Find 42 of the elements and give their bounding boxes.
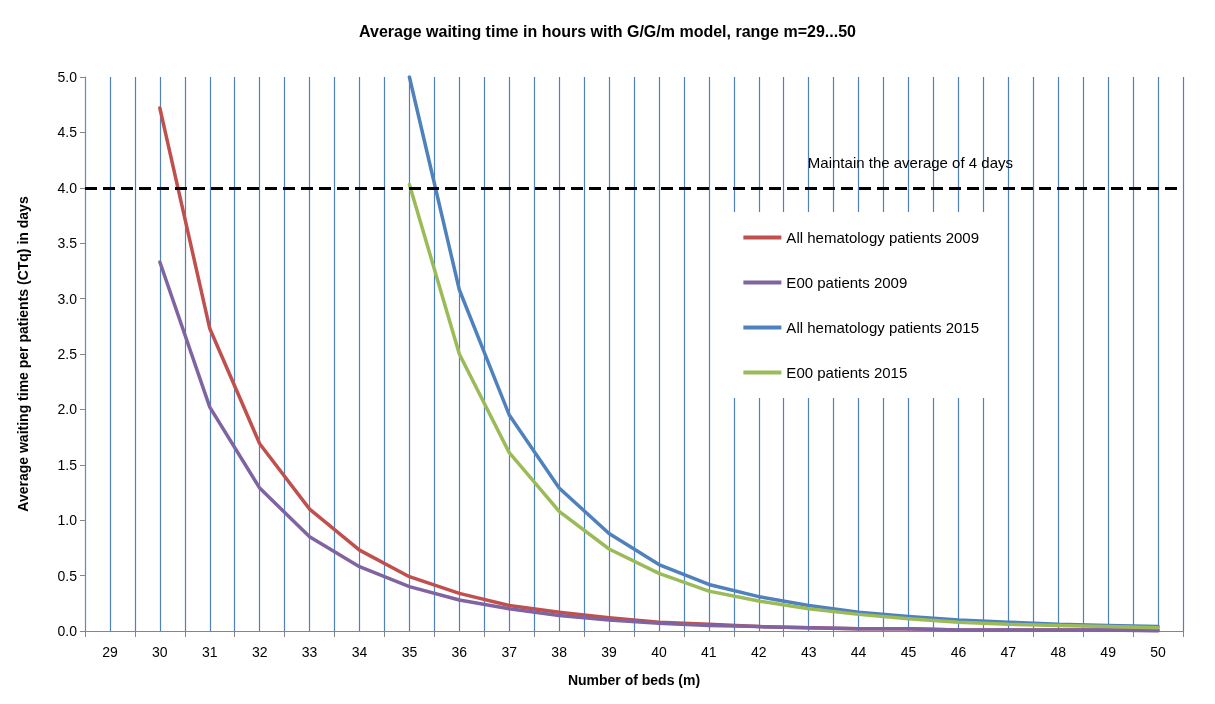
- x-tick-label: 32: [251, 644, 268, 660]
- x-tick-label: 47: [1000, 644, 1017, 660]
- x-tick-label: 36: [451, 644, 468, 660]
- y-tick-label: 0.5: [57, 567, 78, 584]
- x-tick-label: 40: [651, 644, 667, 660]
- line-series: [158, 260, 1160, 633]
- x-tick-label: 35: [401, 644, 418, 660]
- x-tick-label: 45: [900, 644, 917, 660]
- y-tick-label: 4.0: [57, 179, 78, 196]
- y-axis-title: Average waiting time per patients (CTq) in days: [15, 196, 31, 512]
- x-tick-label: 37: [501, 644, 518, 660]
- legend-label: All hematology patients 2009: [786, 229, 980, 246]
- x-tick-label: 43: [800, 644, 817, 660]
- y-tick-label: 5.0: [57, 69, 78, 85]
- chart-title: Average waiting time in hours with G/G/m model, range m=29...50: [359, 22, 857, 40]
- x-tick-label: 39: [601, 644, 618, 660]
- x-tick-label: 38: [551, 644, 568, 660]
- y-tick-label: 3.5: [57, 235, 78, 252]
- x-tick-label: 29: [102, 644, 118, 660]
- x-tick-label: 31: [201, 644, 218, 660]
- x-tick-label: 34: [351, 644, 368, 660]
- x-tick-label: 48: [1050, 644, 1067, 660]
- y-tick-label: 3.0: [57, 290, 78, 307]
- x-axis-title: Number of beds (m): [567, 672, 701, 688]
- line-series: [407, 182, 1160, 630]
- x-tick-label: 49: [1100, 644, 1117, 660]
- legend-label: All hematology patients 2015: [786, 319, 980, 336]
- x-tick-label: 42: [750, 644, 767, 660]
- y-tick-label: 2.5: [57, 346, 78, 362]
- y-tick-label: 1.0: [57, 512, 78, 529]
- legend-label: E00 patients 2009: [786, 274, 908, 291]
- y-tick-label: 2.0: [57, 401, 78, 418]
- legend-label: E00 patients 2015: [786, 364, 908, 381]
- x-tick-label: 50: [1150, 644, 1167, 660]
- x-tick-label: 46: [950, 644, 967, 660]
- x-tick-label: 33: [301, 644, 318, 660]
- y-tick-label: 1.5: [57, 456, 78, 473]
- x-tick-label: 41: [701, 644, 717, 660]
- x-tick-label: 44: [850, 644, 867, 660]
- y-tick-label: 4.5: [57, 124, 78, 141]
- x-tick-label: 30: [152, 644, 168, 660]
- y-tick-label: 0.0: [57, 623, 78, 639]
